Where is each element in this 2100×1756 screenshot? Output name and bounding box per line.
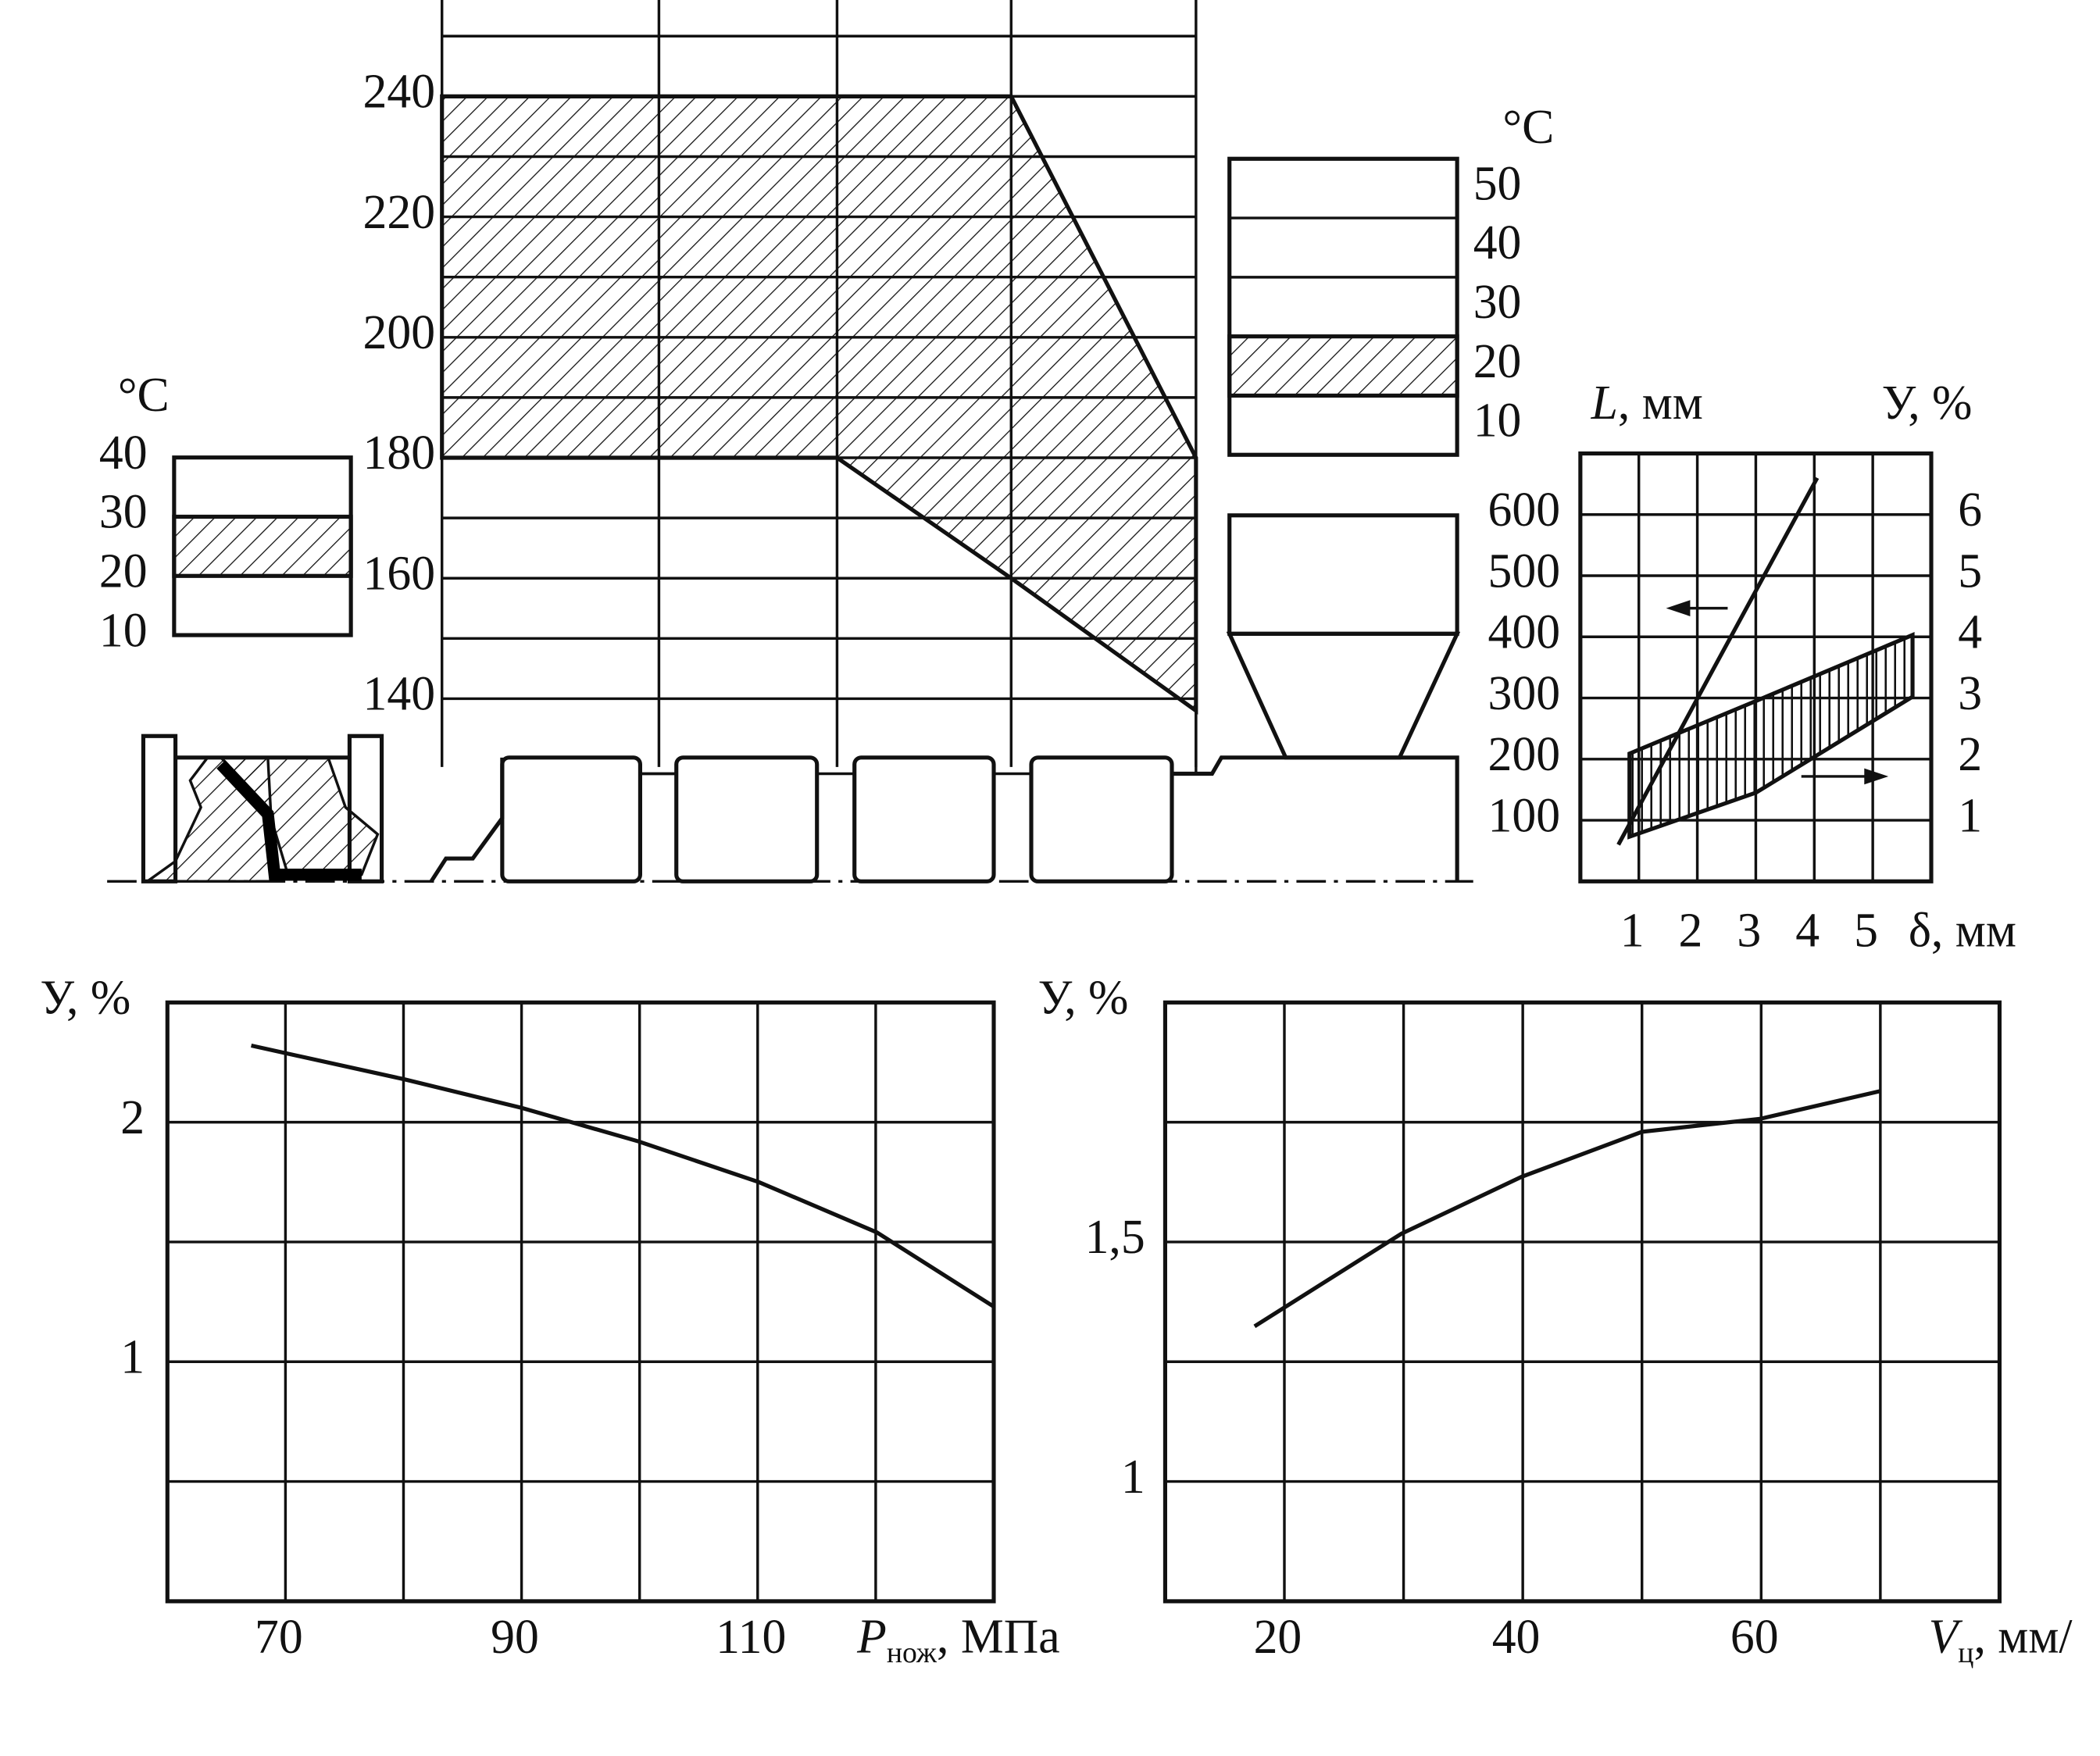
x-tick-label: 60 — [1730, 1611, 1779, 1664]
x-tick-label: 90 — [491, 1611, 539, 1664]
y-tick-label: 140 — [363, 668, 436, 721]
part — [216, 760, 362, 881]
y-axis-label: °C — [118, 369, 170, 422]
x-tick-label: 110 — [716, 1611, 786, 1664]
heater — [852, 755, 996, 883]
y-tick-label: 50 — [1473, 157, 1522, 210]
y-tick-label: 600 — [1488, 484, 1561, 537]
y2-tick-label: 3 — [1958, 667, 1982, 720]
y-tick-label: 200 — [363, 306, 436, 359]
x-tick-label: 2 — [1679, 904, 1703, 957]
y-tick-label: 1,5 — [1085, 1211, 1145, 1264]
y-tick-label: 300 — [1488, 667, 1561, 720]
y-tick-label: 10 — [99, 604, 148, 657]
y2-tick-label: 1 — [1958, 789, 1982, 842]
y-tick-label: 20 — [1473, 335, 1522, 388]
y2-tick-label: 4 — [1958, 605, 1982, 658]
y-tick-label: 1 — [120, 1330, 145, 1383]
y2-tick-label: 5 — [1958, 544, 1982, 598]
y-tick-label: 2 — [120, 1091, 145, 1144]
y-axis-label: L, мм — [1591, 377, 1703, 430]
x-tick-label: 3 — [1737, 904, 1761, 957]
x-axis-subscript: ц — [1958, 1636, 1973, 1669]
x-tick-label: 70 — [255, 1611, 303, 1664]
y-axis-label: У, % — [40, 971, 130, 1024]
y-tick-label: 400 — [1488, 605, 1561, 658]
y-tick-label: 30 — [99, 486, 148, 539]
plot-frame — [165, 1000, 996, 1604]
x-tick-label: 1 — [1620, 904, 1645, 957]
y-axis-unit: , мм — [1618, 377, 1703, 430]
y-tick-label: 500 — [1488, 544, 1561, 598]
heater — [674, 755, 820, 883]
y-tick-label: 220 — [363, 186, 436, 239]
arrow-head — [1666, 600, 1691, 616]
mold-plate — [347, 733, 384, 883]
x-axis-unit: , МПа — [937, 1611, 1060, 1664]
x-axis-label: Vц, мм/ — [1929, 1611, 2073, 1669]
y-tick-label: 40 — [1473, 216, 1522, 269]
heater — [1029, 755, 1174, 883]
y-tick-label: 1 — [1121, 1451, 1145, 1504]
temperature-range — [172, 514, 353, 578]
x-tick-label: 20 — [1254, 1611, 1302, 1664]
y-axis-label: У, % — [1038, 971, 1129, 1024]
heater — [500, 755, 642, 883]
y-axis-label: °C — [1502, 101, 1554, 154]
y-axis-symbol: L — [1591, 377, 1618, 430]
y-tick-label: 100 — [1488, 789, 1561, 842]
machine-schematic — [107, 513, 1473, 883]
y-tick-label: 30 — [1473, 276, 1522, 329]
x-tick-label: 5 — [1854, 904, 1878, 957]
y-tick-label: 180 — [363, 427, 436, 480]
y-tick-label: 40 — [99, 427, 148, 480]
nozzle — [429, 757, 505, 883]
plot-frame — [172, 455, 353, 637]
plot-frame — [1578, 451, 1934, 883]
y-tick-label: 10 — [1473, 394, 1522, 447]
y2-axis-label: У, % — [1882, 377, 1973, 430]
x-tick-label: 4 — [1795, 904, 1820, 957]
data-line — [251, 1044, 995, 1308]
feed-body — [1172, 755, 1459, 882]
x-axis-symbol: V — [1929, 1611, 1963, 1664]
x-tick-label: 40 — [1492, 1611, 1541, 1664]
plot-frame — [1162, 1000, 2002, 1604]
temperature-range — [1227, 334, 1459, 398]
hopper — [1227, 513, 1459, 636]
x-axis-label: Pнож, МПа — [856, 1611, 1060, 1669]
x-axis-symbol: P — [856, 1611, 887, 1664]
y2-tick-label: 2 — [1958, 728, 1982, 781]
hopper — [1226, 631, 1461, 760]
y-tick-label: 240 — [363, 65, 436, 118]
y-tick-label: 20 — [99, 544, 148, 598]
arrow-head — [1864, 768, 1889, 785]
data-line — [1253, 1089, 1881, 1329]
y2-tick-label: 6 — [1958, 484, 1982, 537]
x-axis-unit: , мм/ — [1973, 1611, 2073, 1664]
x-axis-label: δ, мм — [1909, 904, 2016, 957]
temperature-zone — [440, 94, 1198, 715]
x-axis-subscript: нож — [887, 1636, 938, 1669]
y-tick-label: 160 — [363, 547, 436, 600]
plot-frame — [1227, 156, 1459, 457]
mold-plate — [141, 733, 178, 883]
shrinkage-band — [1627, 632, 1915, 840]
y-tick-label: 200 — [1488, 728, 1561, 781]
